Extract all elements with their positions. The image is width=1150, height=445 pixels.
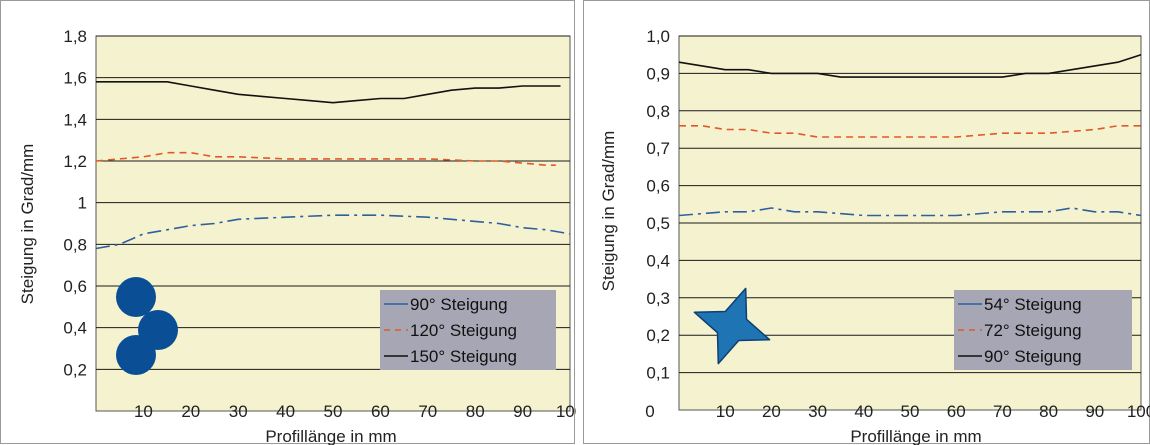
legend-label: 72° Steigung: [984, 321, 1082, 340]
y-tick-label: 0,5: [646, 214, 670, 233]
x-tick-label: 30: [229, 402, 248, 421]
y-tick-label: 0,2: [646, 326, 670, 345]
y-tick-label: 0,9: [646, 64, 670, 83]
x-tick-label: 20: [762, 402, 781, 421]
y-tick-label: 0,6: [646, 177, 670, 196]
y-tick-label: 0,1: [646, 364, 670, 383]
trilobe-profile-icon: [116, 277, 178, 375]
x-tick-label: 100: [556, 402, 576, 421]
x-tick-label: 40: [276, 402, 295, 421]
x-tick-label: 10: [134, 402, 153, 421]
x-tick-label: 50: [324, 402, 343, 421]
x-tick-label: 50: [901, 402, 920, 421]
legend-box: [954, 290, 1132, 370]
x-tick-label: 0: [645, 402, 654, 421]
x-tick-label: 70: [418, 402, 437, 421]
chart-right: 0,1 0,2 0,3 0,4 0,5 0,6 0,7 0,8 0,9 1,0 0 10 20 30 40 5…: [583, 0, 1150, 445]
y-tick-label: 0,8: [63, 235, 87, 254]
y-tick-label: 0,3: [646, 289, 670, 308]
x-axis-title: Profillänge in mm: [265, 427, 396, 445]
x-tick-label: 90: [1085, 402, 1104, 421]
series-line-1: [678, 207, 1142, 217]
y-tick-label: 1,0: [646, 27, 670, 46]
y-tick-label: 1,2: [63, 152, 87, 171]
y-tick-label: 0,6: [63, 277, 87, 296]
x-tick-label: 80: [466, 402, 485, 421]
x-axis-title: Profillänge in mm: [850, 427, 981, 445]
x-tick-label: 60: [947, 402, 966, 421]
x-tick-label: 90: [513, 402, 532, 421]
legend-label: 54° Steigung: [984, 295, 1082, 314]
x-tick-label: 60: [371, 402, 390, 421]
y-tick-label: 1,8: [63, 27, 87, 46]
y-tick-label: 1: [78, 194, 87, 213]
y-tick-label: 0,2: [63, 360, 87, 379]
y-tick-label: 0,4: [646, 251, 670, 270]
y-tick-label: 0,7: [646, 139, 670, 158]
x-tick-label: 40: [854, 402, 873, 421]
star-profile-icon: [693, 287, 771, 365]
y-axis-title: Steigung in Grad/mm: [599, 131, 618, 292]
y-tick-label: 0,8: [646, 102, 670, 121]
x-tick-label: 30: [808, 402, 827, 421]
series-line-3: [96, 81, 561, 104]
chart-left-svg: 0,2 0,4 0,6 0,8 1 1,2 1,4 1,6 1,8 10 20 30 40 50 60 70 8…: [18, 27, 576, 445]
x-tick-label: 20: [181, 402, 200, 421]
y-tick-label: 1,4: [63, 110, 87, 129]
legend-label: 150° Steigung: [410, 347, 517, 366]
legend-box: [380, 290, 556, 370]
series-line-3: [678, 53, 1142, 78]
legend-label: 120° Steigung: [410, 321, 517, 340]
legend-label: 90° Steigung: [410, 295, 508, 314]
x-tick-label: 100: [1127, 402, 1150, 421]
x-tick-label: 80: [1039, 402, 1058, 421]
chart-right-svg: 0,1 0,2 0,3 0,4 0,5 0,6 0,7 0,8 0,9 1,0 0 10 20 30 40 5…: [599, 27, 1150, 445]
y-tick-label: 1,6: [63, 69, 87, 88]
y-tick-label: 0,4: [63, 319, 87, 338]
y-axis-title: Steigung in Grad/mm: [18, 144, 37, 305]
x-tick-label: 10: [716, 402, 735, 421]
chart-left: 0,2 0,4 0,6 0,8 1 1,2 1,4 1,6 1,8 10 20 30 40 50 60 70 8…: [0, 0, 576, 445]
series-line-2: [679, 125, 1141, 138]
x-tick-label: 70: [993, 402, 1012, 421]
legend-label: 90° Steigung: [984, 347, 1082, 366]
series-line-1: [95, 214, 571, 250]
